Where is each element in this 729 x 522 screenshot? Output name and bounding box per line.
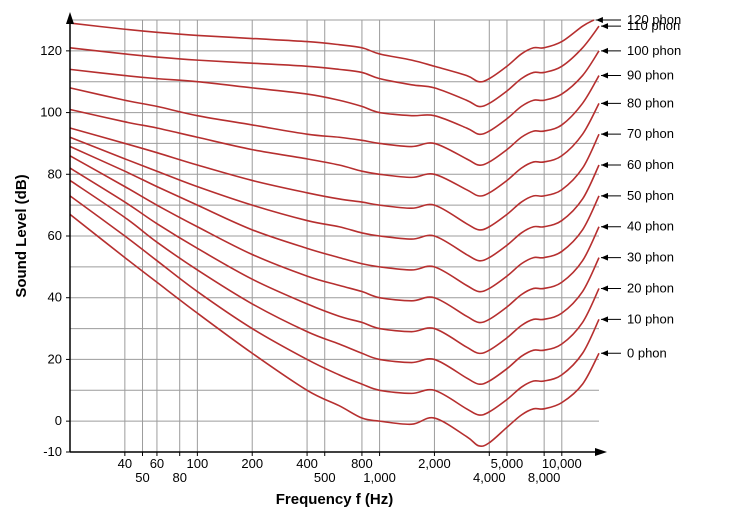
phon-label-20: 20 phon <box>627 280 674 295</box>
x-tick-label: 50 <box>135 470 149 485</box>
x-tick-label: 800 <box>351 456 373 471</box>
y-tick-label: 60 <box>48 228 62 243</box>
equal-loudness-chart: -100204060801001204050608010020040050080… <box>10 10 719 512</box>
y-axis-label: Sound Level (dB) <box>13 174 30 297</box>
x-tick-label: 200 <box>241 456 263 471</box>
phon-label-110: 110 phon <box>627 18 680 33</box>
phon-label-100: 100 phon <box>627 43 681 58</box>
phon-label-70: 70 phon <box>627 126 674 141</box>
y-tick-label: 0 <box>55 413 62 428</box>
phon-label-80: 80 phon <box>627 95 674 110</box>
x-tick-label: 2,000 <box>418 456 451 471</box>
phon-label-0: 0 phon <box>627 345 667 360</box>
y-tick-label: 120 <box>40 43 62 58</box>
y-tick-label: 20 <box>48 351 62 366</box>
phon-label-90: 90 phon <box>627 68 674 83</box>
chart-svg: -100204060801001204050608010020040050080… <box>10 10 719 512</box>
x-tick-label: 4,000 <box>473 470 506 485</box>
phon-label-10: 10 phon <box>627 311 674 326</box>
x-tick-label: 400 <box>296 456 318 471</box>
x-tick-label: 500 <box>314 470 336 485</box>
x-tick-label: 1,000 <box>363 470 396 485</box>
phon-label-50: 50 phon <box>627 188 674 203</box>
y-tick-label: 100 <box>40 105 62 120</box>
y-tick-label: -10 <box>43 444 62 459</box>
x-tick-label: 5,000 <box>491 456 524 471</box>
x-tick-label: 80 <box>172 470 186 485</box>
phon-label-30: 30 phon <box>627 250 674 265</box>
phon-label-40: 40 phon <box>627 219 674 234</box>
x-tick-label: 10,000 <box>542 456 582 471</box>
y-tick-label: 80 <box>48 166 62 181</box>
y-tick-label: 40 <box>48 290 62 305</box>
x-axis-label: Frequency f (Hz) <box>276 491 394 508</box>
x-tick-label: 8,000 <box>528 470 561 485</box>
x-tick-label: 40 <box>118 456 132 471</box>
x-tick-label: 100 <box>187 456 209 471</box>
x-tick-label: 60 <box>150 456 164 471</box>
phon-label-60: 60 phon <box>627 157 674 172</box>
